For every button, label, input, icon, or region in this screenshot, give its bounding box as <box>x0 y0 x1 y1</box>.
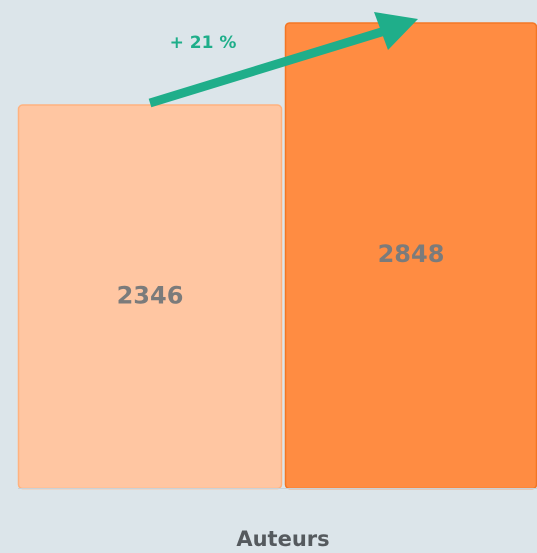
arrow-shaft <box>148 25 390 108</box>
annotation: + 21 % <box>170 33 237 53</box>
value-label: 2346 <box>117 281 184 309</box>
arrow-head <box>374 12 418 50</box>
value-label: 2848 <box>378 240 445 268</box>
growth-arrow <box>148 12 418 108</box>
bars <box>17 22 537 490</box>
x-tick-label: Auteurs <box>236 527 329 551</box>
